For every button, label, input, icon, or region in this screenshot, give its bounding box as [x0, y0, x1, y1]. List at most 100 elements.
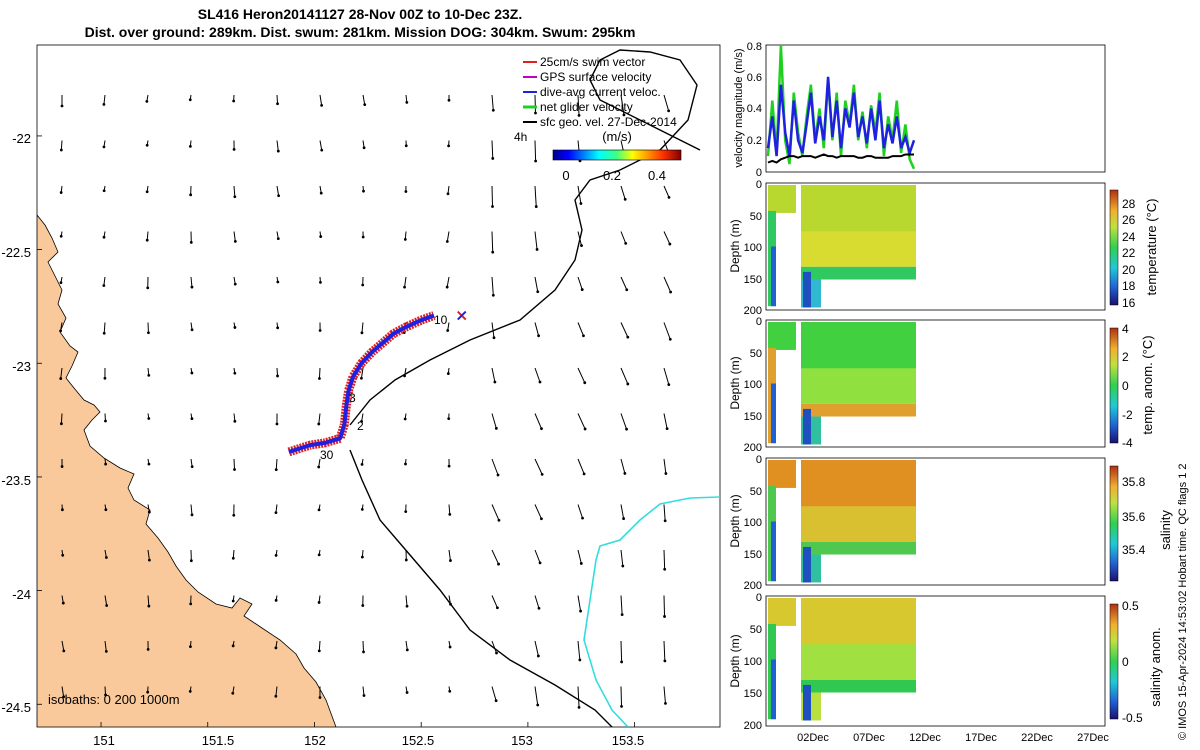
velocity-arrow-head	[59, 234, 63, 238]
section-block	[768, 185, 796, 213]
y-tick-label: 50	[750, 486, 762, 498]
velocity-arrow-head	[146, 690, 150, 694]
section-block	[768, 598, 796, 626]
section-block	[803, 408, 811, 445]
velocity-arrow	[147, 732, 148, 737]
velocity-arrow	[276, 94, 279, 104]
velocity-arrow	[577, 276, 583, 290]
velocity-arrow-head	[104, 462, 108, 466]
velocity-arrow	[663, 640, 666, 661]
velocity-arrow-head	[667, 109, 671, 113]
velocity-arrow-head	[491, 108, 495, 112]
velocity-arrow-head	[578, 658, 582, 662]
x-tick-label: 151	[93, 733, 115, 748]
section-block	[801, 644, 916, 680]
velocity-arrow	[363, 732, 364, 738]
velocity-arrow-head	[540, 427, 543, 431]
velocity-arrow-head	[147, 373, 151, 377]
velocity-arrow-head	[104, 419, 107, 423]
section-block	[771, 383, 776, 444]
velocity-arrow	[491, 94, 494, 111]
velocity-arrow-head	[667, 195, 671, 199]
velocity-arrow-head	[189, 602, 193, 606]
velocity-arrow	[61, 686, 65, 697]
velocity-arrow-head	[623, 472, 627, 475]
velocity-arrow-head	[537, 606, 541, 610]
velocity-arrow-head	[447, 144, 451, 148]
velocity-arrow	[190, 276, 193, 288]
velocity-arrow-head	[446, 372, 450, 375]
legend-label: net glider velocity	[540, 100, 633, 114]
salinity-section	[768, 460, 916, 583]
velocity-arrow	[62, 732, 63, 740]
velocity-arrow	[663, 367, 670, 385]
velocity-arrow	[577, 458, 585, 475]
velocity-arrow-head	[190, 371, 194, 375]
velocity-arrow	[577, 94, 580, 116]
salinity-panel: 0 50 100 150 200 Depth (m) 35.8 35.6 35.…	[728, 454, 1173, 592]
velocity-arrow	[663, 686, 666, 704]
velocity-arrow	[620, 276, 628, 290]
section-block	[801, 185, 916, 234]
velocity-arrow	[446, 231, 450, 242]
velocity-arrow-head	[231, 599, 235, 603]
section-block	[768, 460, 796, 488]
colorbar-label: salinity anom.	[1148, 627, 1163, 706]
velocity-arrow-head	[446, 192, 450, 196]
velocity-arrow-head	[59, 281, 63, 285]
ocean-current-line	[583, 496, 720, 727]
velocity-arrow	[663, 458, 667, 474]
velocity-arrow-head	[318, 329, 322, 332]
velocity-arrow-head	[447, 98, 451, 102]
velocity-arrow-head	[363, 737, 366, 740]
velocity-arrow-head	[59, 329, 63, 333]
colorbar-tick: 35.6	[1122, 510, 1146, 524]
velocity-arrow-head	[319, 191, 323, 195]
velocity-arrow-head	[189, 193, 193, 197]
velocity-arrow-head	[580, 244, 583, 247]
velocity-arrow-head	[319, 235, 323, 238]
x-tick-label: 07Dec	[853, 732, 885, 744]
y-tick-label: 0.6	[747, 72, 762, 84]
velocity-arrow-head	[103, 376, 107, 380]
velocity-arrow	[534, 185, 537, 207]
velocity-arrow	[577, 322, 584, 336]
velocity-arrow	[664, 732, 666, 746]
velocity-arrow	[663, 276, 672, 293]
velocity-arrow-head	[102, 235, 106, 239]
copyright-caption: © IMOS 15-Apr-2024 14:53:02 Hobart time.…	[1177, 463, 1189, 740]
velocity-arrow-head	[232, 513, 236, 517]
velocity-arrow-head	[669, 290, 673, 294]
y-tick-label: 0.2	[747, 135, 762, 147]
velocity-arrow	[577, 367, 586, 383]
velocity-arrow-head	[146, 286, 150, 290]
velocity-arrow-head	[405, 604, 409, 608]
colorbar-tick: 35.4	[1122, 543, 1146, 557]
section-block	[803, 546, 811, 583]
y-tick-label: 200	[744, 720, 762, 732]
velocity-arrow-head	[622, 113, 626, 117]
velocity-arrow-head	[583, 427, 587, 431]
velocity-arrow-head	[102, 284, 106, 287]
glider-track	[287, 310, 467, 457]
velocity-arrow-head	[318, 377, 321, 380]
salinity-anomaly-section	[768, 598, 916, 721]
colorbar-tick: 0.4	[648, 168, 666, 183]
velocity-arrow-head	[317, 601, 321, 604]
velocity-arrow-head	[190, 465, 194, 469]
velocity-arrow	[318, 413, 321, 424]
salinity-anomaly-panel: 0 50 100 150 200 Depth (m) 0.5 0 -0.5 sa…	[728, 592, 1163, 744]
velocity-arrow-head	[274, 694, 278, 698]
velocity-arrow-head	[274, 554, 278, 557]
y-tick-label: 150	[744, 274, 762, 286]
velocity-arrow	[663, 413, 668, 429]
y-tick-label: 50	[750, 624, 762, 636]
velocity-arrow-head	[59, 422, 63, 426]
y-tick-label: 0	[756, 167, 762, 179]
velocity-arrow-head	[320, 103, 324, 107]
velocity-arrow-head	[231, 691, 235, 695]
temp-anomaly-panel: 0 50 100 150 200 Depth (m) 4 2 0 -2 -4 t…	[728, 316, 1155, 454]
velocity-arrow-head	[448, 512, 452, 516]
velocity-arrow	[60, 140, 63, 151]
y-tick-label: 100	[744, 379, 762, 391]
